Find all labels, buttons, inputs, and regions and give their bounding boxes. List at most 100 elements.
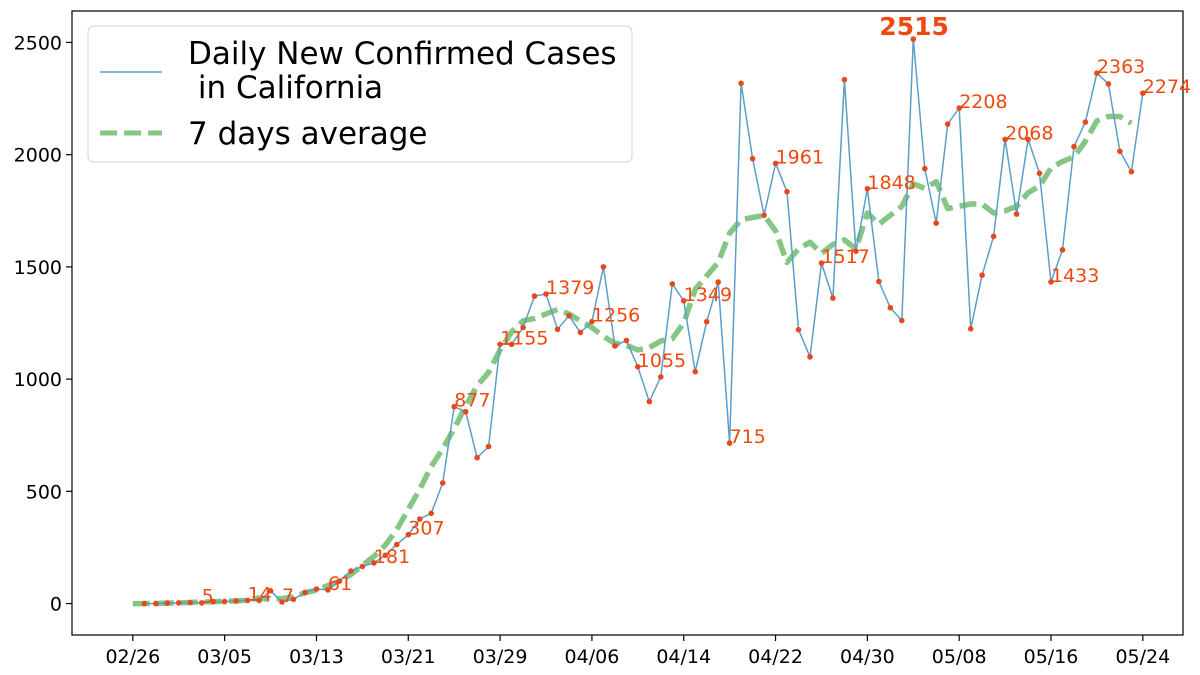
daily-point [382, 552, 389, 559]
daily-point [1059, 247, 1066, 253]
value-annotation: 1379 [546, 277, 594, 299]
daily-point [371, 560, 377, 566]
daily-point [566, 313, 572, 319]
daily-point [1036, 170, 1043, 177]
daily-point [1117, 148, 1123, 155]
daily-point [979, 272, 985, 279]
daily-point [290, 596, 297, 603]
value-annotation: 1055 [638, 350, 686, 372]
x-tick-label: 04/22 [748, 646, 803, 668]
daily-point [462, 408, 469, 415]
daily-point [1082, 119, 1089, 125]
daily-point [635, 364, 641, 370]
daily-point [1025, 136, 1031, 143]
daily-point [1071, 143, 1077, 150]
daily-point [1002, 136, 1008, 143]
daily-point [818, 260, 825, 266]
x-tick-label: 04/06 [565, 646, 620, 668]
value-annotation: 14 [248, 583, 272, 605]
daily-point [680, 298, 687, 304]
daily-point [899, 317, 905, 324]
value-annotation: 2068 [1005, 122, 1053, 144]
value-annotation: 1961 [776, 146, 824, 168]
x-tick-label: 03/05 [197, 646, 252, 668]
daily-point [646, 398, 653, 405]
value-annotation: 61 [328, 573, 352, 595]
daily-point [1128, 168, 1135, 175]
daily-point [922, 165, 928, 172]
daily-point [853, 248, 859, 254]
daily-point [703, 318, 710, 325]
daily-cases-series [141, 36, 1146, 607]
daily-point [439, 480, 446, 486]
daily-point [600, 264, 607, 270]
daily-point [692, 368, 698, 375]
x-tick-label: 03/29 [473, 646, 528, 668]
daily-point [589, 318, 595, 325]
daily-point [520, 324, 526, 331]
daily-point [658, 374, 664, 380]
daily-point [876, 278, 882, 285]
daily-point [795, 326, 802, 333]
y-tick-label: 0 [50, 594, 62, 616]
daily-point [508, 341, 515, 348]
daily-point [761, 212, 767, 219]
y-axis: 0 500 1000 1500 2000 2500 [14, 32, 72, 616]
daily-point [887, 304, 894, 311]
daily-line [144, 38, 1144, 605]
daily-point [497, 341, 503, 348]
daily-point [141, 600, 148, 607]
daily-point [153, 600, 159, 607]
daily-point [784, 188, 790, 195]
x-tick-label: 02/26 [105, 646, 160, 668]
value-annotation: 1155 [500, 327, 548, 349]
daily-point [623, 337, 630, 344]
daily-point [359, 563, 366, 570]
daily-point [198, 600, 205, 606]
daily-point [302, 589, 308, 596]
daily-point [772, 160, 779, 167]
daily-point [543, 291, 549, 297]
daily-point [1105, 81, 1112, 87]
x-axis: 02/26 03/05 03/13 03/21 03/29 04/06 04/14 04/22… [105, 635, 1170, 668]
x-tick-label: 05/24 [1115, 646, 1170, 668]
daily-point [313, 586, 320, 592]
daily-point [749, 155, 756, 162]
daily-point [577, 329, 584, 336]
legend: Daily New Confirmed Cases in California … [87, 25, 633, 163]
value-annotation: 1349 [684, 284, 732, 306]
legend-average-label: 7 days average [188, 116, 428, 152]
daily-point [394, 541, 400, 548]
daily-point [554, 326, 561, 333]
daily-point [417, 516, 423, 522]
peak-annotation: 2515 [879, 12, 949, 41]
legend-daily-label-line2: in California [188, 70, 383, 106]
value-annotation: 7 [282, 585, 294, 607]
x-tick-label: 03/13 [289, 646, 344, 668]
daily-point [348, 568, 354, 574]
daily-point [256, 597, 262, 604]
y-tick-label: 500 [26, 481, 62, 503]
daily-point [1013, 211, 1020, 217]
x-tick-label: 04/14 [656, 646, 711, 668]
daily-point [967, 326, 974, 332]
daily-point [336, 578, 343, 584]
daily-point [715, 279, 721, 285]
daily-point [830, 295, 836, 301]
daily-point [1094, 70, 1100, 76]
daily-point [405, 531, 412, 538]
y-tick-label: 2000 [14, 145, 62, 167]
daily-point [738, 80, 744, 87]
daily-point [990, 233, 997, 240]
x-tick-label: 03/21 [381, 646, 436, 668]
daily-point [451, 403, 458, 410]
daily-point [864, 186, 871, 192]
value-annotation: 2274 [1143, 76, 1191, 98]
daily-point [726, 440, 733, 446]
legend-box [87, 25, 633, 163]
daily-point [531, 293, 538, 299]
y-tick-label: 1500 [14, 257, 62, 279]
value-annotation: 1517 [822, 246, 870, 268]
value-annotation: 1848 [867, 172, 915, 194]
